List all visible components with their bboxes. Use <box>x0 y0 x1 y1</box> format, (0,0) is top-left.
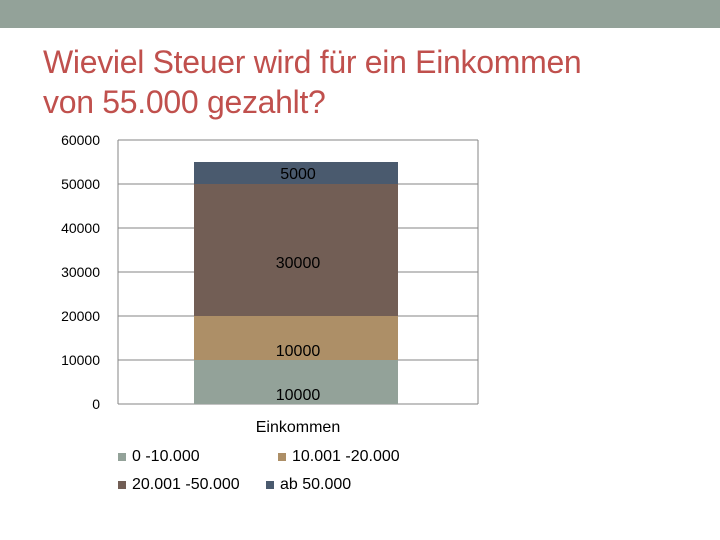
y-tick-label: 40000 <box>61 220 100 236</box>
y-tick-label: 20000 <box>61 308 100 324</box>
y-tick-label: 60000 <box>61 132 100 148</box>
bar-segment <box>194 184 398 316</box>
top-band <box>0 0 720 28</box>
legend-item: ab 50.000 <box>266 476 351 494</box>
legend-label: 0 -10.000 <box>132 448 200 465</box>
legend-label: ab 50.000 <box>280 476 352 493</box>
slide-title-line-2: von 55.000 gezahlt? <box>43 84 326 120</box>
data-label: 5000 <box>280 166 316 183</box>
slide-title: Wieviel Steuer wird für ein Einkommen vo… <box>43 42 683 122</box>
x-category-label: Einkommen <box>256 419 340 436</box>
legend-swatch <box>278 453 286 461</box>
slide-title-line-1: Wieviel Steuer wird für ein Einkommen <box>43 44 582 80</box>
legend-swatch <box>118 453 126 461</box>
legend-item: 0 -10.000 <box>118 448 200 466</box>
legend-label: 20.001 -50.000 <box>132 476 240 493</box>
legend-item: 10.001 -20.000 <box>278 448 400 466</box>
bar-segment <box>194 360 398 404</box>
data-label: 10000 <box>276 387 321 404</box>
bar-segment <box>194 162 398 184</box>
y-axis: 0 10000 20000 30000 40000 50000 60000 <box>61 132 479 412</box>
y-tick-label: 0 <box>92 396 100 412</box>
y-tick-label: 50000 <box>61 176 100 192</box>
y-tick-label: 30000 <box>61 264 100 280</box>
data-labels: 10000 10000 30000 5000 <box>276 166 321 404</box>
data-label: 10000 <box>276 343 321 360</box>
bar-segment <box>194 316 398 360</box>
legend-swatch <box>118 481 126 489</box>
y-tick-label: 10000 <box>61 352 100 368</box>
bar-segments <box>194 162 398 404</box>
legend-item: 20.001 -50.000 <box>118 476 240 494</box>
data-label: 30000 <box>276 255 321 272</box>
legend-swatch <box>266 481 274 489</box>
legend-label: 10.001 -20.000 <box>292 448 400 465</box>
